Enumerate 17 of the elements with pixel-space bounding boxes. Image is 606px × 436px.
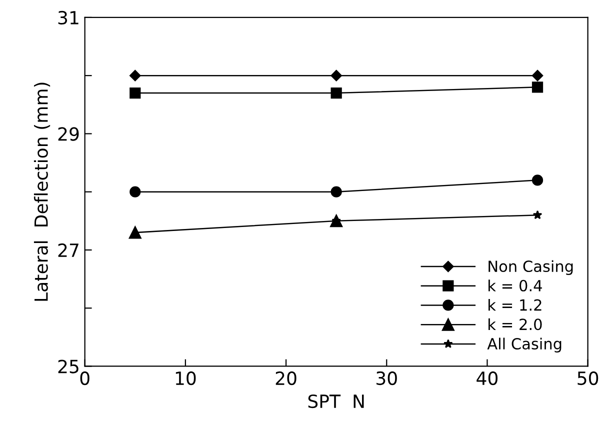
x-tick-label: 10 [176, 371, 196, 386]
x-tick-label: 0 [80, 371, 90, 386]
x-axis-title: SPT N [308, 394, 364, 408]
legend-label: All Casing [487, 338, 562, 352]
y-tick-label: 25 [58, 360, 78, 374]
y-tick-label: 31 [58, 10, 78, 25]
y-axis-title: Lateral Deflection (mm) [34, 82, 50, 301]
legend-label: k = 2.0 [488, 318, 542, 330]
y-tick-label: 29 [58, 127, 79, 141]
legend-label: k = 1.2 [488, 298, 542, 311]
legend-label: Non Casing [488, 260, 573, 276]
x-tick-label: 20 [276, 371, 296, 386]
x-tick-label: 40 [476, 371, 498, 386]
x-tick-label: 50 [578, 371, 598, 386]
legend-label: k = 0.4 [488, 280, 542, 292]
x-tick-label: 30 [376, 371, 397, 386]
y-tick-label: 27 [58, 243, 78, 257]
